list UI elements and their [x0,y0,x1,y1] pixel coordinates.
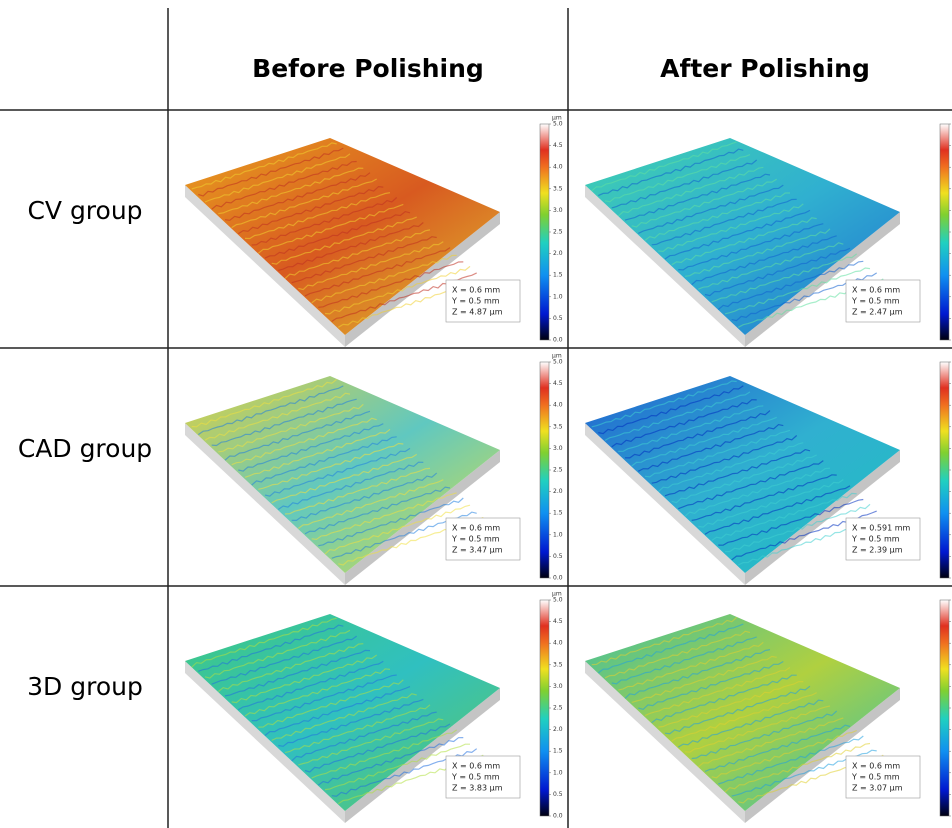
colorbar-tick-label: 4.0 [553,164,563,171]
info-text: Z = 2.47 µm [852,308,903,317]
colorbar-tick-label: 2.5 [553,229,563,236]
info-text: Z = 2.39 µm [852,546,903,555]
info-text: Y = 0.5 mm [451,297,500,306]
colorbar-tick-label: 0.5 [553,553,563,560]
colorbar-tick-label: 1.5 [553,510,563,517]
colorbar-tick-label: 1.5 [553,748,563,755]
colorbar-tick-label: 3.5 [553,185,563,192]
info-text: Z = 4.87 µm [452,308,503,317]
info-text: Y = 0.5 mm [851,297,900,306]
colorbar-tick-label: 0.0 [553,813,563,820]
colorbar-tick-label: 0.5 [553,315,563,322]
row-label: CV group [27,196,142,225]
colorbar-tick-label: 4.0 [553,640,563,647]
colorbar-tick-label: 5.0 [553,121,563,128]
colorbar-tick-label: 2.5 [553,467,563,474]
colorbar-tick-label: 4.5 [553,380,563,387]
colorbar-tick-label: 3.5 [553,661,563,668]
info-text: Y = 0.5 mm [451,535,500,544]
colorbar [940,362,949,578]
colorbar-tick-label: 0.0 [553,575,563,582]
info-text: X = 0.6 mm [852,286,900,295]
colorbar-tick-label: 3.5 [553,423,563,430]
colorbar [540,362,549,578]
info-text: X = 0.6 mm [452,524,500,533]
colorbar-tick-label: 3.0 [553,207,563,214]
colorbar-tick-label: 1.0 [553,531,563,538]
row-label: 3D group [27,672,143,701]
info-text: Z = 3.83 µm [452,784,503,793]
info-text: Z = 3.07 µm [852,784,903,793]
colorbar-tick-label: 0.0 [553,337,563,344]
colorbar-tick-label: 5.0 [553,597,563,604]
info-text: Y = 0.5 mm [851,535,900,544]
info-text: Y = 0.5 mm [451,773,500,782]
colorbar-tick-label: 1.0 [553,293,563,300]
colorbar-tick-label: 2.0 [553,488,563,495]
colorbar-tick-label: 1.5 [553,272,563,279]
column-header: Before Polishing [252,54,484,83]
info-text: X = 0.591 mm [852,524,911,533]
info-text: X = 0.6 mm [452,762,500,771]
figure-table: Before Polishing After Polishing CV grou… [0,0,952,828]
colorbar-tick-label: 4.5 [553,618,563,625]
colorbar-tick-label: 2.0 [553,250,563,257]
colorbar [540,600,549,816]
colorbar-tick-label: 0.5 [553,791,563,798]
info-text: X = 0.6 mm [852,762,900,771]
colorbar-tick-label: 4.0 [553,402,563,409]
colorbar [940,124,949,340]
figure: Before Polishing After Polishing CV grou… [0,0,952,828]
info-text: Z = 3.47 µm [452,546,503,555]
colorbar-tick-label: 2.0 [553,726,563,733]
colorbar-tick-label: 1.0 [553,769,563,776]
colorbar-tick-label: 2.5 [553,705,563,712]
column-header: After Polishing [660,54,870,83]
info-text: Y = 0.5 mm [851,773,900,782]
colorbar-tick-label: 3.0 [553,445,563,452]
info-text: X = 0.6 mm [452,286,500,295]
colorbar [940,600,949,816]
colorbar-tick-label: 5.0 [553,359,563,366]
colorbar-tick-label: 4.5 [553,142,563,149]
colorbar [540,124,549,340]
row-label: CAD group [18,434,152,463]
colorbar-tick-label: 3.0 [553,683,563,690]
